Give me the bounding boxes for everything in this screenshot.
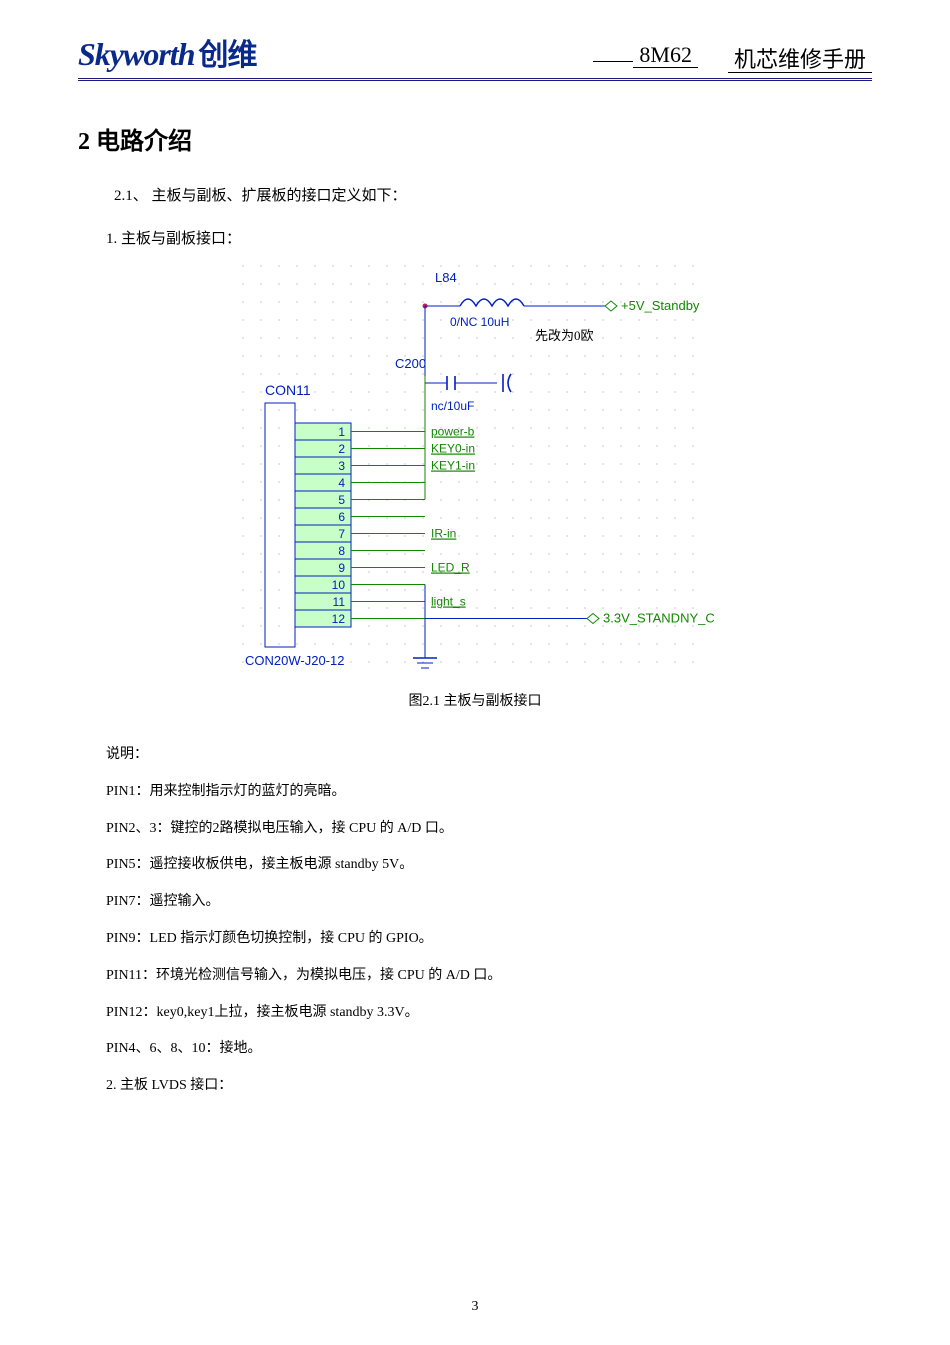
svg-text:3.3V_STANDNY_C: 3.3V_STANDNY_C [603, 611, 715, 626]
pin-desc: PIN2、3：键控的2路模拟电压输入，接 CPU 的 A/D 口。 [106, 814, 872, 845]
svg-text:10: 10 [332, 578, 346, 592]
svg-text:9: 9 [338, 561, 345, 575]
brand-logo: Skyworth创维 [78, 30, 256, 74]
logo-text-en: Skyworth [78, 36, 194, 72]
svg-text:light_s: light_s [431, 595, 466, 609]
svg-text:LED_R: LED_R [431, 561, 470, 575]
pin-desc: PIN7：遥控输入。 [106, 887, 872, 918]
pin-desc: PIN5：遥控接收板供电，接主板电源 standby 5V。 [106, 850, 872, 881]
page-header: Skyworth创维 8M62 机芯维修手册 [78, 30, 872, 81]
svg-text:5: 5 [338, 493, 345, 507]
pin-desc: PIN11：环境光检测信号输入，为模拟电压，接 CPU 的 A/D 口。 [106, 961, 872, 992]
pin-description-block: 说明： PIN1：用来控制指示灯的蓝灯的亮暗。 PIN2、3：键控的2路模拟电压… [106, 740, 872, 1102]
page-number: 3 [0, 1299, 950, 1315]
svg-text:3: 3 [338, 459, 345, 473]
item-1-label: 1. 主板与副板接口： [106, 227, 872, 248]
svg-text:IR-in: IR-in [431, 527, 456, 541]
svg-text:6: 6 [338, 510, 345, 524]
pin-desc: PIN1：用来控制指示灯的蓝灯的亮暗。 [106, 777, 872, 808]
svg-text:12: 12 [332, 612, 346, 626]
svg-text:先改为0欧: 先改为0欧 [535, 328, 594, 343]
svg-text:0/NC 10uH: 0/NC 10uH [450, 315, 509, 329]
svg-text:4: 4 [338, 476, 345, 490]
manual-title: 机芯维修手册 [728, 47, 872, 73]
svg-text:C200: C200 [395, 356, 426, 371]
next-item: 2. 主板 LVDS 接口： [106, 1071, 872, 1102]
schematic-figure: 1 power-b 2 KEY0-in 3 KEY1-in 4 5 6 7 IR-in 8 9 LED_R… [235, 258, 715, 678]
svg-text:2: 2 [338, 442, 345, 456]
section-title: 2 电路介绍 [78, 121, 872, 156]
svg-text:KEY1-in: KEY1-in [431, 459, 475, 473]
svg-text:+5V_Standby: +5V_Standby [621, 298, 700, 313]
schematic-svg: 1 power-b 2 KEY0-in 3 KEY1-in 4 5 6 7 IR-in 8 9 LED_R… [235, 258, 715, 678]
figure-caption: 图2.1 主板与副板接口 [78, 690, 872, 710]
pin-desc: PIN4、6、8、10：接地。 [106, 1034, 872, 1065]
svg-text:KEY0-in: KEY0-in [431, 442, 475, 456]
model-code: 8M62 [633, 42, 698, 68]
svg-text:L84: L84 [435, 270, 457, 285]
svg-text:power-b: power-b [431, 425, 475, 439]
svg-text:CON20W-J20-12: CON20W-J20-12 [245, 653, 344, 668]
svg-text:1: 1 [338, 425, 345, 439]
svg-text:11: 11 [333, 595, 346, 609]
svg-text:8: 8 [338, 544, 345, 558]
logo-text-cn: 创维 [198, 39, 256, 72]
svg-text:7: 7 [338, 527, 345, 541]
svg-text:CON11: CON11 [265, 382, 311, 398]
pin-desc: PIN9：LED 指示灯颜色切换控制，接 CPU 的 GPIO。 [106, 924, 872, 955]
subsection-2-1: 2.1、 主板与副板、扩展板的接口定义如下： [114, 184, 872, 205]
header-right: 8M62 机芯维修手册 [593, 42, 872, 74]
pin-desc: PIN12：key0,key1上拉，接主板电源 standby 3.3V。 [106, 998, 872, 1029]
svg-text:nc/10uF: nc/10uF [431, 399, 474, 413]
desc-title: 说明： [106, 740, 872, 771]
